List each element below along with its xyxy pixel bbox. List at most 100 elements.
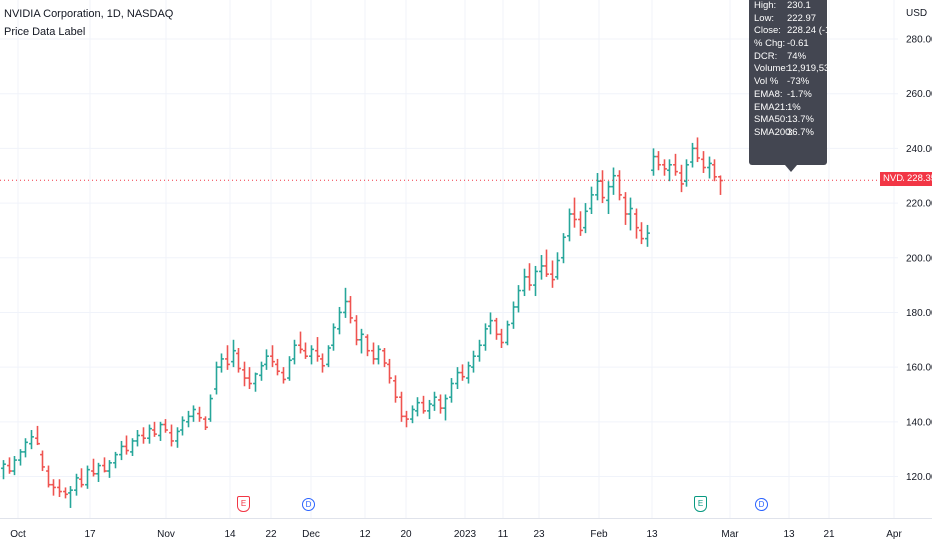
ohlc-bar xyxy=(679,164,684,193)
ohlc-bar xyxy=(158,421,163,441)
tooltip-row-ema21: EMA21: 1% xyxy=(754,101,801,113)
ohlc-bar xyxy=(35,425,40,446)
price-axis[interactable]: 120.00 140.00 160.00 180.00 200.00 220.00 240.… xyxy=(906,35,932,484)
ohlc-bar xyxy=(690,142,695,168)
ohlc-bar xyxy=(572,197,577,228)
ohlc-bar xyxy=(555,252,560,280)
ohlc-bar xyxy=(533,265,538,297)
ohlc-bar xyxy=(527,263,532,291)
ohlc-bar xyxy=(589,186,594,214)
indicator-title[interactable]: Price Data Label xyxy=(4,26,86,38)
ohlc-bar xyxy=(623,192,628,225)
ohlc-bar xyxy=(57,479,62,498)
ohlc-bar xyxy=(315,337,320,362)
ohlc-bar xyxy=(169,424,174,447)
ohlc-bar xyxy=(404,410,409,428)
ohlc-bar xyxy=(516,285,521,313)
ohlc-bar xyxy=(326,345,331,368)
ohlc-bar xyxy=(567,208,572,242)
ohlc-bar xyxy=(684,159,689,187)
time-axis[interactable]: Oct 17 Nov 14 22 Dec 12 20 2023 11 23 Feb 13 Mar 13 21 A… xyxy=(0,518,932,541)
ohlc-bar xyxy=(583,203,588,234)
ohlc-bar xyxy=(320,353,325,373)
ohlc-bar xyxy=(113,451,118,469)
ohlc-bar xyxy=(152,421,157,437)
ohlc-bar xyxy=(348,296,353,324)
y-tick-label: 180.00 xyxy=(906,308,932,319)
ohlc-bar xyxy=(337,306,342,335)
ohlc-bar xyxy=(292,339,297,365)
x-tick-label: 13 xyxy=(783,529,795,540)
ohlc-bar xyxy=(12,455,17,476)
ohlc-bar xyxy=(399,391,404,422)
ohlc-bar xyxy=(712,159,717,182)
currency-label: USD xyxy=(906,8,928,19)
y-tick-label: 200.00 xyxy=(906,253,932,264)
ohlc-bar xyxy=(186,410,191,428)
ohlc-bar xyxy=(387,358,392,384)
x-tick-label: 23 xyxy=(533,529,545,540)
ohlc-bar xyxy=(421,395,426,414)
x-tick-label: 13 xyxy=(646,529,658,540)
ohlc-bar xyxy=(432,391,437,411)
ohlc-bar xyxy=(130,438,135,456)
ohlc-bar xyxy=(656,151,661,171)
ohlc-bar xyxy=(718,175,723,195)
ohlc-bar xyxy=(281,367,286,384)
ohlc-bar xyxy=(449,378,454,403)
ohlc-bar xyxy=(662,159,667,176)
ohlc-bar xyxy=(410,405,415,424)
tooltip-row-dcr: DCR: 74% xyxy=(754,50,807,62)
x-tick-label: 20 xyxy=(400,529,412,540)
ohlc-bar xyxy=(63,487,68,499)
ohlc-bar xyxy=(483,323,488,351)
x-tick-label: 12 xyxy=(359,529,371,540)
dividend-marker[interactable]: D xyxy=(755,498,768,511)
ohlc-bar xyxy=(119,440,124,461)
earnings-marker[interactable]: E xyxy=(694,496,707,512)
ohlc-bar xyxy=(471,350,476,373)
ohlc-bar xyxy=(197,406,202,422)
ohlc-bar xyxy=(595,172,600,201)
ohlc-bar xyxy=(561,233,566,264)
earnings-marker[interactable]: E xyxy=(237,496,250,512)
tooltip-row-pct-chg: % Chg: -0.61 xyxy=(754,38,809,50)
ohlc-bar xyxy=(264,349,269,370)
y-tick-label: 280.00 xyxy=(906,35,932,46)
ohlc-bar xyxy=(331,323,336,351)
ohlc-bar xyxy=(695,137,700,163)
ohlc-bar xyxy=(415,397,420,417)
ohlc-bar xyxy=(135,430,140,447)
ohlc-bar xyxy=(18,449,23,466)
x-tick-label: Nov xyxy=(157,529,175,540)
ohlc-bar xyxy=(309,345,314,365)
x-tick-label: Apr xyxy=(886,529,902,540)
ohlc-bar xyxy=(40,450,45,472)
ohlc-bar xyxy=(488,312,493,335)
ohlc-bar xyxy=(376,345,381,365)
ohlc-bar xyxy=(91,458,96,477)
ohlc-bar xyxy=(303,342,308,359)
ohlc-bar xyxy=(499,328,504,348)
ohlc-bar xyxy=(107,460,112,478)
ohlc-bar xyxy=(550,260,555,288)
y-tick-label: 120.00 xyxy=(906,472,932,483)
ohlc-bar xyxy=(382,347,387,368)
ohlc-bar xyxy=(600,170,605,204)
symbol-title[interactable]: NVIDIA Corporation, 1D, NASDAQ xyxy=(4,8,174,20)
x-tick-label: Feb xyxy=(590,529,608,540)
y-tick-label: 260.00 xyxy=(906,89,932,100)
ohlc-bar xyxy=(270,345,275,368)
dividend-marker[interactable]: D xyxy=(302,498,315,511)
ohlc-bar xyxy=(359,328,364,354)
ohlc-bar xyxy=(539,255,544,280)
ohlc-bar xyxy=(298,331,303,354)
ohlc-bar xyxy=(466,361,471,384)
ohlc-bar xyxy=(287,356,292,381)
ohlc-bar xyxy=(85,465,90,489)
grid xyxy=(0,0,898,518)
ohlc-bar xyxy=(371,342,376,365)
ohlc-bar xyxy=(505,320,510,346)
price-data-label-tooltip: High:230.1 Low:222.97 Close:228.24 (-1.4… xyxy=(749,0,827,165)
